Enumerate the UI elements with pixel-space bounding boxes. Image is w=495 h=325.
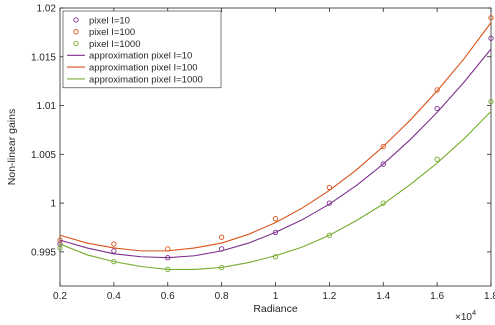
x-tick-label: 0.8 <box>215 291 229 302</box>
x-axis-label: Radiance <box>253 303 298 315</box>
y-tick-label: 1.015 <box>31 52 56 63</box>
x-tick-label: 1.2 <box>322 291 336 302</box>
x-tick-label: 0.2 <box>53 291 67 302</box>
y-tick-label: 1.02 <box>37 4 57 15</box>
legend-swatch <box>73 40 79 47</box>
data-point <box>488 98 494 105</box>
legend-label: pixel I=1000 <box>89 39 141 50</box>
legend-label: approximation pixel I=100 <box>89 63 198 74</box>
series-5 <box>59 111 492 270</box>
data-point <box>57 237 63 243</box>
x-axis-exponent-power: 4 <box>472 308 476 317</box>
legend-label: approximation pixel I=10 <box>89 51 192 62</box>
series-layer <box>57 15 494 273</box>
x-tick-label: 0.4 <box>107 291 121 302</box>
data-point <box>326 184 333 191</box>
series-0 <box>57 35 494 261</box>
legend-entry: pixel I=100 <box>73 27 135 38</box>
y-axis-label: Non-linear gains <box>6 109 18 185</box>
x-tick-labels: 0.2 0.4 0.6 0.8 1 1.2 1.4 1.6 1.8 <box>53 291 495 302</box>
data-point <box>434 105 440 112</box>
y-tick-label: 0.995 <box>31 247 56 258</box>
series-line <box>59 48 492 259</box>
axis-ticks <box>59 7 492 286</box>
data-point <box>434 87 440 93</box>
data-point <box>434 156 440 162</box>
y-tick-label: 1.005 <box>31 150 56 161</box>
x-tick-label: 1.4 <box>376 291 390 302</box>
x-tick-label: 0.6 <box>161 291 175 302</box>
series-3 <box>59 48 492 259</box>
data-point <box>57 241 63 247</box>
x-axis-exponent-base: ×10 <box>455 312 472 323</box>
data-point <box>57 245 63 251</box>
legend-entry: approximation pixel I=100 <box>67 63 198 74</box>
data-point <box>488 35 494 41</box>
data-point <box>272 216 279 222</box>
legend-swatch <box>73 17 79 23</box>
legend-entry: approximation pixel I=1000 <box>67 74 203 85</box>
data-point <box>488 15 494 21</box>
x-tick-label: 1 <box>273 291 279 302</box>
series-4 <box>59 22 492 252</box>
series-1 <box>57 15 494 252</box>
y-tick-label: 1 <box>50 199 56 210</box>
legend-entry: pixel I=10 <box>73 15 130 26</box>
x-tick-label: 1.6 <box>430 291 444 302</box>
x-axis-exponent: ×104 <box>455 308 476 323</box>
series-line <box>59 111 492 270</box>
data-point <box>111 248 117 254</box>
data-point <box>218 234 225 240</box>
legend-swatch <box>73 29 79 35</box>
data-point <box>272 229 279 236</box>
legend-label: pixel I=100 <box>89 27 135 38</box>
data-point <box>111 241 117 247</box>
legend-entry: pixel I=1000 <box>73 39 141 50</box>
data-point <box>380 143 386 150</box>
x-tick-label: 1.8 <box>484 291 495 302</box>
series-line <box>59 22 492 252</box>
legend-box <box>62 10 222 89</box>
data-point <box>380 161 386 167</box>
legend-label: pixel I=10 <box>89 15 130 26</box>
y-tick-labels: 0.995 1 1.005 1.01 1.015 1.02 <box>31 4 56 259</box>
data-point <box>326 232 333 238</box>
y-tick-label: 1.01 <box>37 101 57 112</box>
legend-entry: approximation pixel I=10 <box>67 51 192 62</box>
legend-label: approximation pixel I=1000 <box>89 74 203 85</box>
